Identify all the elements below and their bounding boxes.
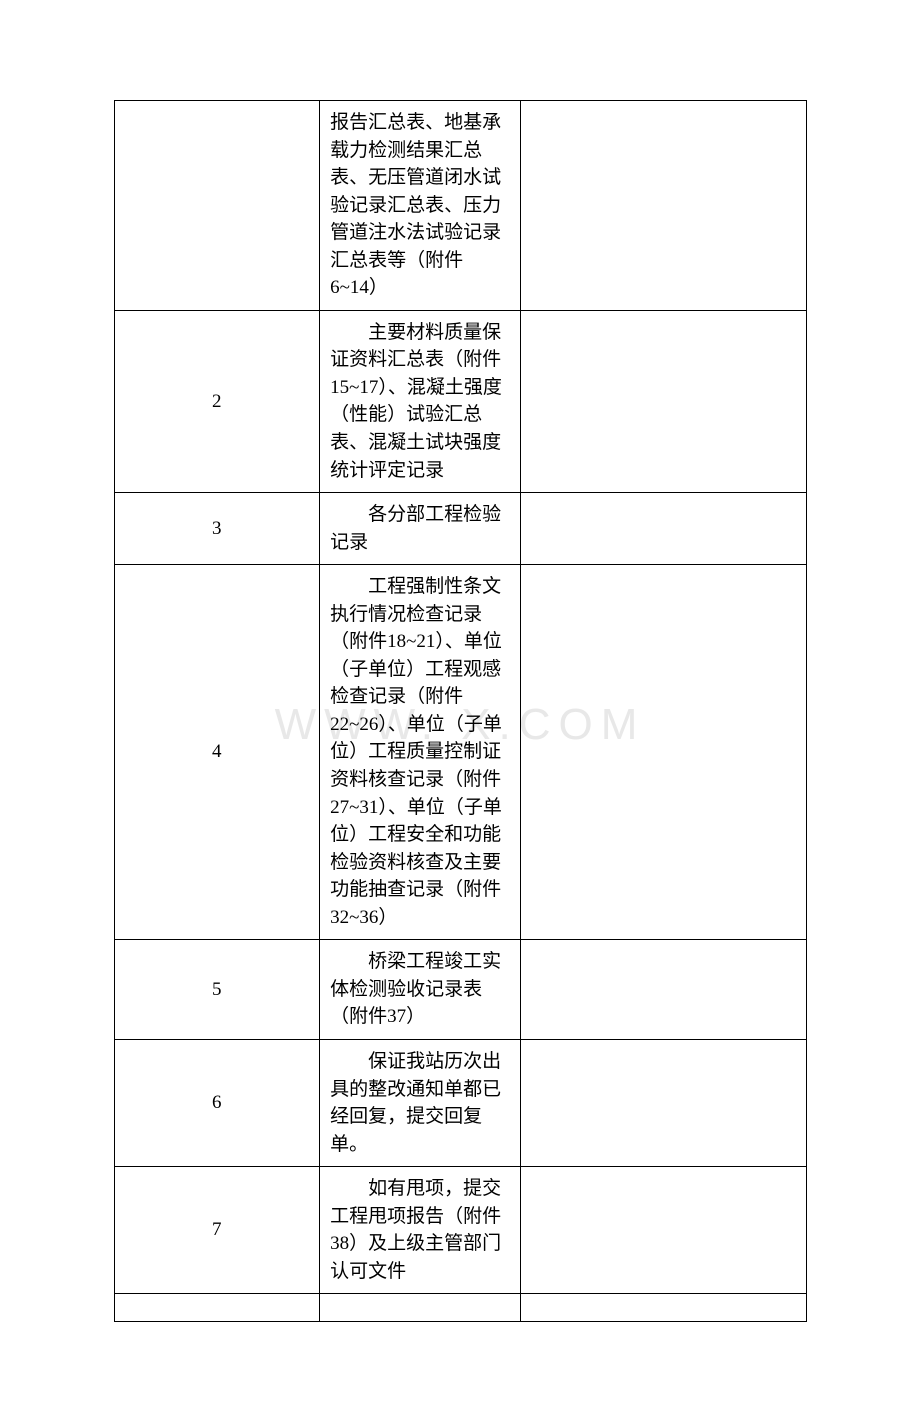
table-row: 2 主要材料质量保证资料汇总表（附件15~17）、混凝土强度（性能）试验汇总表、… <box>114 310 806 492</box>
row-number: 7 <box>114 1167 320 1294</box>
table-row: 6 保证我站历次出具的整改通知单都已经回复，提交回复单。 <box>114 1039 806 1166</box>
row-empty <box>520 1039 806 1166</box>
row-content: 保证我站历次出具的整改通知单都已经回复，提交回复单。 <box>320 1039 521 1166</box>
row-empty <box>520 101 806 311</box>
row-empty <box>520 1167 806 1294</box>
document-table: 报告汇总表、地基承载力检测结果汇总表、无压管道闭水试验记录汇总表、压力管道注水法… <box>114 100 807 1322</box>
row-content: 主要材料质量保证资料汇总表（附件15~17）、混凝土强度（性能）试验汇总表、混凝… <box>320 310 521 492</box>
row-empty <box>520 310 806 492</box>
row-number: 4 <box>114 565 320 940</box>
row-number: 5 <box>114 940 320 1040</box>
row-content <box>320 1294 521 1322</box>
row-number: 2 <box>114 310 320 492</box>
row-content: 各分部工程检验记录 <box>320 493 521 565</box>
table-row: 4 工程强制性条文执行情况检查记录（附件18~21）、单位（子单位）工程观感检查… <box>114 565 806 940</box>
table-row: 3 各分部工程检验记录 <box>114 493 806 565</box>
row-number: 6 <box>114 1039 320 1166</box>
row-number <box>114 101 320 311</box>
table-container: WWW. X.COM 报告汇总表、地基承载力检测结果汇总表、无压管道闭水试验记录… <box>114 100 807 1322</box>
row-empty <box>520 1294 806 1322</box>
row-content: 报告汇总表、地基承载力检测结果汇总表、无压管道闭水试验记录汇总表、压力管道注水法… <box>320 101 521 311</box>
row-number: 3 <box>114 493 320 565</box>
table-row <box>114 1294 806 1322</box>
row-content: 工程强制性条文执行情况检查记录（附件18~21）、单位（子单位）工程观感检查记录… <box>320 565 521 940</box>
table-row: 5 桥梁工程竣工实体检测验收记录表（附件37） <box>114 940 806 1040</box>
row-content: 桥梁工程竣工实体检测验收记录表（附件37） <box>320 940 521 1040</box>
table-row: 报告汇总表、地基承载力检测结果汇总表、无压管道闭水试验记录汇总表、压力管道注水法… <box>114 101 806 311</box>
row-empty <box>520 565 806 940</box>
row-number <box>114 1294 320 1322</box>
row-empty <box>520 493 806 565</box>
table-row: 7 如有甩项，提交工程甩项报告（附件38）及上级主管部门认可文件 <box>114 1167 806 1294</box>
row-empty <box>520 940 806 1040</box>
row-content: 如有甩项，提交工程甩项报告（附件38）及上级主管部门认可文件 <box>320 1167 521 1294</box>
